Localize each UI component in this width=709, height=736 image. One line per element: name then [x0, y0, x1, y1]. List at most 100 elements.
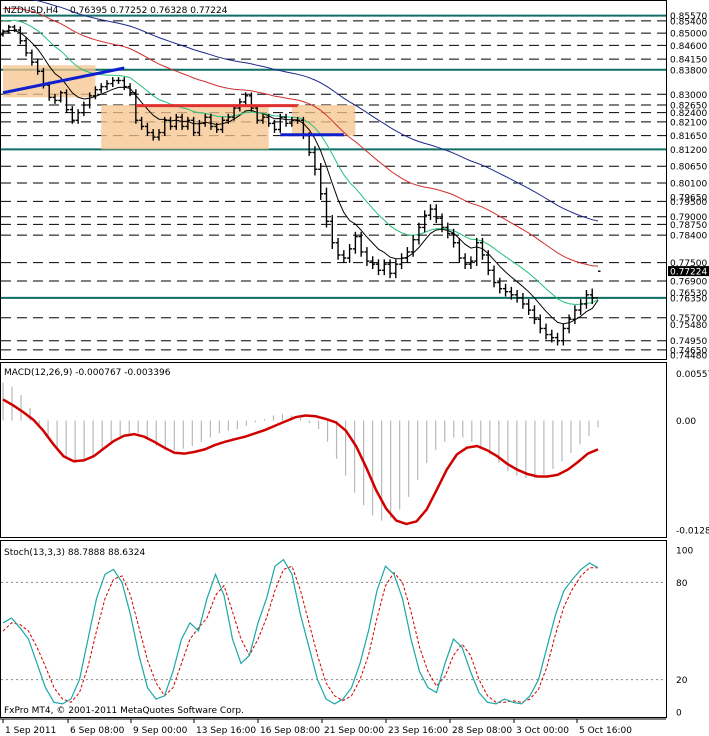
price-panel: NZDUSD,H4 0.76395 0.77252 0.76328 0.7722… [0, 0, 667, 360]
price-tick-label: 0.82400 [670, 109, 707, 119]
price-bar [329, 215, 335, 249]
macd-signal-line [2, 398, 599, 526]
price-bar [12, 24, 18, 33]
copyright-text: FxPro MT4, © 2001-2011 MetaQuotes Softwa… [4, 706, 244, 716]
price-bar [202, 113, 208, 127]
time-tick-label: 3 Oct 00:00 [516, 726, 569, 736]
price-tick-label: 0.74480 [670, 352, 707, 362]
price-bar [208, 113, 214, 130]
price-bar [23, 37, 29, 57]
price-bar [451, 228, 457, 248]
price-bar [104, 80, 110, 91]
price-bar [191, 116, 197, 136]
price-bar [335, 237, 341, 260]
ohlc-readout: 0.76395 0.77252 0.76328 0.77224 [70, 6, 228, 16]
stoch-axis: 100 80 20 0 [676, 547, 693, 719]
macd-tick-label: 0.00 [676, 417, 696, 427]
price-bar [381, 259, 387, 276]
price-tick-label: 0.81200 [670, 146, 707, 156]
price-bar [456, 237, 462, 263]
price-bar [427, 204, 433, 221]
price-tick-label: 0.76350 [670, 294, 707, 304]
price-bar [110, 77, 116, 88]
price-bar [341, 250, 347, 263]
stoch-tick-label: 0 [676, 709, 682, 719]
price-tick-label: 0.84150 [670, 56, 707, 66]
price-bar [69, 106, 75, 124]
price-bar [595, 270, 601, 299]
current-price-box [668, 266, 709, 277]
stoch-tick-label: 100 [676, 547, 693, 557]
stoch-panel: Stoch(13,3,3) 88.7888 88.6324 FxPro MT4,… [0, 540, 667, 718]
price-bar [445, 222, 451, 239]
price-bar [116, 77, 122, 84]
price-bar [422, 210, 428, 233]
price-tick-label: 0.76900 [670, 278, 707, 288]
price-tick-label: 0.76530 [670, 289, 707, 299]
macd-axis: 0.005570 0.00 -0.012893 [676, 370, 709, 537]
price-tick-label: 0.80100 [670, 180, 707, 190]
price-tick-label: 0.78400 [670, 232, 707, 242]
price-bar [295, 116, 301, 124]
price-bar [404, 247, 410, 263]
price-bar [162, 116, 168, 136]
macd-panel-frame [0, 362, 667, 538]
price-bar [358, 231, 364, 257]
price-bar [503, 283, 509, 297]
price-bar [352, 231, 358, 254]
price-bar [35, 58, 41, 75]
price-bar [560, 323, 566, 346]
time-tick-label: 13 Sep 16:00 [196, 726, 256, 736]
price-bar [485, 250, 491, 276]
price-bar [520, 293, 526, 309]
price-bar [468, 256, 474, 269]
price-bar [347, 244, 353, 263]
price-bar [387, 259, 393, 279]
price-tick-label: 0.79500 [670, 198, 707, 208]
price-bar [272, 119, 278, 133]
price-bar [98, 83, 104, 94]
price-bar [277, 113, 283, 133]
price-bar [243, 92, 249, 106]
price-bar [549, 329, 555, 343]
price-bar [439, 213, 445, 233]
price-tick-label: 0.83000 [670, 91, 707, 101]
macd-histogram [2, 382, 599, 521]
time-tick-label: 1 Sep 2011 [5, 726, 56, 736]
price-bar [150, 129, 156, 141]
price-bar [92, 86, 98, 100]
price-bar [6, 24, 12, 34]
price-bar [393, 259, 399, 279]
moving-average-line [2, 19, 599, 305]
uptrend-line [2, 66, 125, 95]
price-zone [101, 105, 269, 150]
price-bar [364, 247, 370, 266]
price-bar [566, 314, 572, 334]
stoch-levels [1, 581, 666, 681]
price-bar [58, 90, 64, 103]
price-bar [375, 259, 381, 276]
price-bar [260, 113, 266, 124]
macd-title: MACD(12,26,9) -0.000767 -0.003396 [4, 368, 171, 378]
price-tick-label: 0.85570 [670, 12, 707, 22]
price-bar [139, 116, 145, 130]
time-tick-label: 6 Sep 08:00 [70, 726, 125, 736]
price-bar [543, 323, 549, 340]
stoch-tick-label: 20 [676, 676, 688, 686]
price-bar [81, 101, 87, 117]
price-bar [572, 305, 578, 325]
price-bar [127, 83, 133, 97]
price-bar [254, 104, 260, 124]
price-bar [514, 289, 520, 303]
price-tick-label: 0.74650 [670, 346, 707, 356]
price-bar [410, 234, 416, 257]
price-bar [248, 92, 254, 112]
macd-tick-label: -0.012893 [676, 526, 709, 536]
price-tick-label: 0.79000 [670, 213, 707, 223]
price-bar [416, 222, 422, 245]
price-bar [64, 89, 70, 114]
price-bar [433, 204, 439, 224]
price-bar [52, 93, 58, 104]
price-tick-label: 0.77500 [670, 259, 707, 269]
